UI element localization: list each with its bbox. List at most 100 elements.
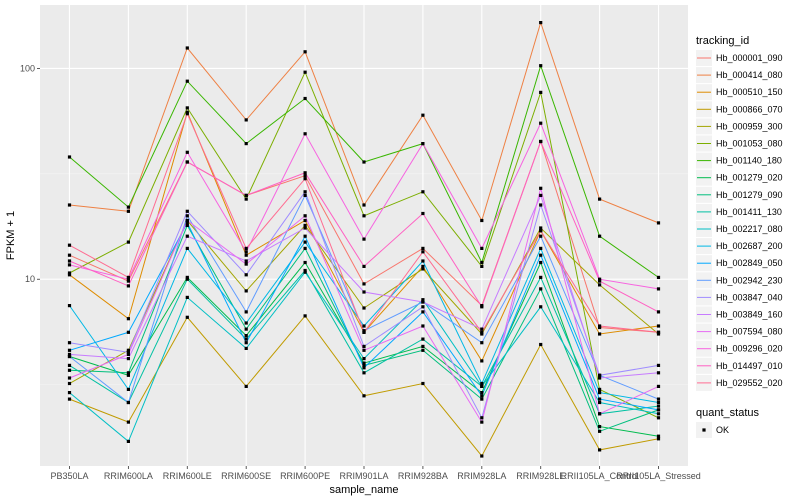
legend-entry-label: Hb_001279_090: [716, 190, 783, 200]
data-point: [480, 381, 484, 386]
data-point: [362, 324, 366, 328]
data-point: [539, 139, 543, 144]
data-point: [185, 221, 189, 225]
data-point: [303, 218, 307, 223]
legend-entry-label: Hb_000001_090: [716, 53, 783, 63]
data-point: [185, 214, 189, 218]
data-point: [656, 310, 661, 314]
data-point: [185, 106, 189, 110]
data-point: [244, 118, 248, 122]
data-point: [421, 305, 425, 309]
data-point: [303, 314, 307, 318]
data-point: [598, 376, 602, 380]
data-point: [185, 112, 189, 116]
data-point: [303, 70, 307, 74]
data-point: [185, 277, 189, 281]
data-point: [539, 260, 543, 265]
data-point: [244, 341, 248, 345]
y-tick-label: 10: [25, 274, 35, 284]
data-point: [303, 240, 307, 244]
data-point: [126, 205, 130, 209]
data-point: [67, 271, 72, 275]
data-point: [67, 354, 72, 359]
data-point: [421, 300, 425, 304]
data-point: [67, 243, 72, 247]
data-point: [303, 223, 307, 227]
data-point: [126, 209, 130, 213]
data-point: [539, 90, 543, 94]
legend-entry-label: Hb_001053_080: [716, 139, 783, 149]
data-point: [539, 287, 543, 291]
data-point: [126, 400, 130, 405]
data-point: [303, 177, 307, 181]
data-point: [67, 381, 72, 386]
data-point: [126, 350, 130, 354]
data-point: [126, 330, 130, 334]
data-point: [656, 221, 661, 225]
data-point: [126, 387, 130, 391]
data-point: [656, 332, 661, 336]
data-point: [421, 142, 425, 146]
x-tick-label: RRIM928LE: [516, 471, 565, 481]
data-point: [539, 246, 543, 250]
data-point: [126, 357, 130, 361]
data-point: [362, 348, 366, 352]
x-tick-label: RRIM600LA: [104, 471, 153, 481]
x-tick-label: RRIM600LE: [163, 471, 212, 481]
legend-entry-label: Hb_000959_300: [716, 121, 783, 131]
data-point: [303, 234, 307, 238]
x-tick-label: RRIM600PE: [280, 471, 330, 481]
data-point: [362, 214, 366, 218]
data-point: [185, 295, 189, 299]
data-point: [67, 391, 72, 395]
data-point: [362, 357, 366, 361]
data-point: [598, 373, 602, 377]
data-point: [244, 193, 248, 197]
x-tick-label: RRIM901LA: [339, 471, 388, 481]
data-point: [126, 352, 130, 356]
data-point: [185, 150, 189, 154]
data-point: [656, 434, 661, 438]
status-legend: OK: [696, 422, 729, 438]
x-axis-title: sample_name: [329, 484, 398, 496]
data-point: [67, 259, 72, 263]
status-entry-label: OK: [716, 425, 729, 435]
data-point: [480, 397, 484, 401]
data-point: [67, 397, 72, 401]
data-point: [421, 381, 425, 386]
data-point: [539, 342, 543, 347]
data-point: [480, 454, 484, 458]
x-tick-label: RRII105LA_Stressed: [616, 471, 701, 481]
data-point: [539, 253, 543, 257]
data-point: [656, 400, 661, 405]
data-point: [303, 260, 307, 265]
data-point: [67, 363, 72, 367]
data-point: [656, 324, 661, 328]
data-point: [598, 332, 602, 336]
data-point: [362, 363, 366, 367]
data-point: [656, 412, 661, 416]
data-point: [656, 384, 661, 388]
data-point: [126, 420, 130, 424]
data-point: [185, 160, 189, 164]
data-point: [126, 279, 130, 283]
data-point: [362, 203, 366, 207]
data-point: [362, 394, 366, 398]
data-point: [362, 371, 366, 375]
data-point: [244, 262, 248, 266]
data-point: [126, 284, 130, 288]
data-point: [244, 321, 248, 325]
status-legend-title: quant_status: [696, 407, 759, 419]
data-point: [598, 425, 602, 429]
legend-entry-label: Hb_002217_080: [716, 224, 783, 234]
status-key-point: [702, 428, 706, 432]
data-point: [362, 290, 366, 294]
legend-entry-label: Hb_002942_230: [716, 275, 783, 285]
y-axis: 10 100: [20, 63, 40, 284]
data-point: [67, 352, 72, 356]
data-point: [421, 211, 425, 216]
data-point: [244, 310, 248, 314]
data-point: [244, 337, 248, 341]
data-point: [244, 289, 248, 293]
data-point: [244, 142, 248, 146]
